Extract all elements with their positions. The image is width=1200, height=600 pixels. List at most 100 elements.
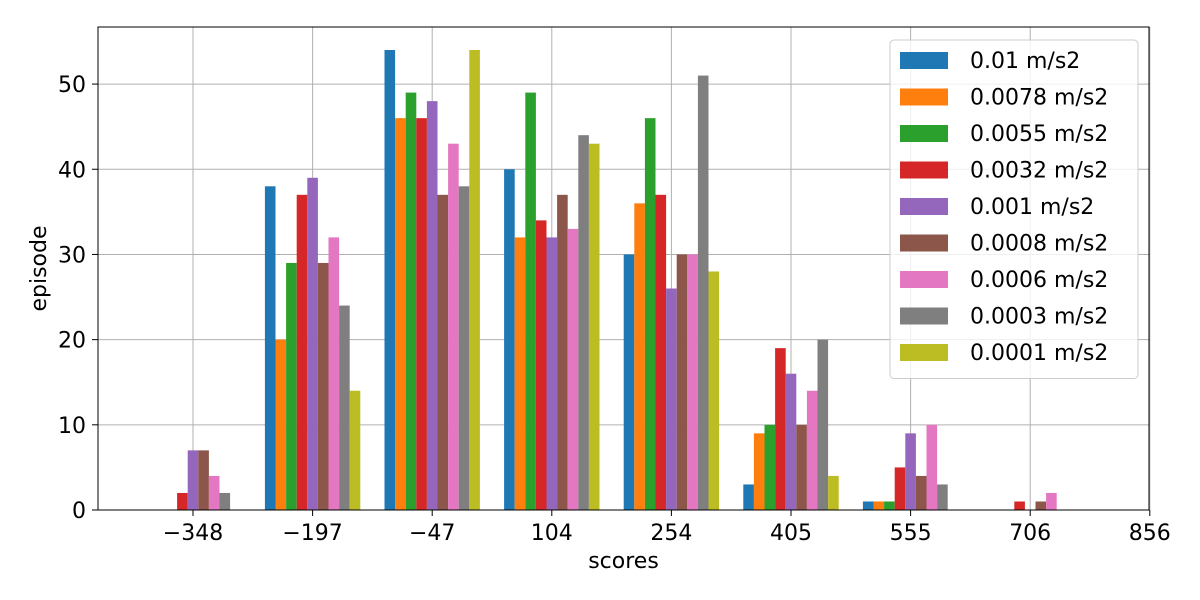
bar: [937, 484, 948, 510]
bar: [806, 390, 818, 510]
bar: [1046, 492, 1057, 510]
bar: [208, 475, 220, 510]
legend-label: 0.0006 m/s2: [970, 268, 1108, 293]
legend-label: 0.0032 m/s2: [970, 159, 1108, 184]
legend-swatch: [900, 88, 948, 106]
y-tick-label: 10: [58, 414, 86, 439]
bar: [339, 305, 350, 510]
bar: [753, 433, 765, 510]
bar: [873, 501, 885, 510]
bar: [349, 390, 361, 510]
bar: [458, 186, 470, 510]
bar: [785, 373, 797, 510]
bar: [416, 118, 427, 511]
x-tick-label: −47: [409, 521, 455, 546]
bar: [514, 237, 526, 510]
legend-label: 0.0003 m/s2: [970, 305, 1108, 330]
bar: [198, 450, 209, 510]
x-tick-label: 254: [650, 521, 692, 546]
bar: [926, 424, 938, 510]
bar: [535, 220, 547, 511]
bar: [317, 262, 329, 510]
x-axis-label: scores: [588, 549, 659, 574]
x-tick-label: 706: [1009, 521, 1051, 546]
bar: [275, 339, 287, 510]
bar: [764, 424, 776, 510]
bar: [504, 169, 515, 510]
legend-label: 0.001 m/s2: [970, 195, 1094, 220]
x-tick-label: 856: [1129, 521, 1171, 546]
x-tick-label: −348: [163, 521, 223, 546]
bar: [448, 143, 459, 510]
x-tick-label: 555: [890, 521, 932, 546]
bar: [578, 135, 589, 510]
bar: [187, 450, 199, 510]
bar: [286, 262, 297, 510]
bar: [437, 194, 449, 510]
legend-swatch: [900, 52, 948, 69]
bar: [1035, 501, 1047, 510]
y-tick-label: 30: [58, 243, 86, 268]
bar: [1014, 501, 1025, 510]
bar: [862, 501, 874, 510]
bar: [623, 254, 635, 510]
bar: [264, 186, 276, 510]
bar: [676, 254, 688, 510]
legend-swatch: [900, 307, 948, 325]
y-tick-label: 20: [58, 329, 86, 354]
legend-label: 0.0008 m/s2: [970, 232, 1108, 257]
legend-label: 0.01 m/s2: [970, 49, 1080, 74]
bar: [743, 484, 754, 510]
x-tick-label: −197: [282, 521, 342, 546]
bar: [384, 50, 396, 510]
y-axis: 0 10 20 30 40 50: [58, 73, 98, 524]
bar: [307, 177, 318, 510]
bar: [405, 92, 417, 510]
bar: [395, 118, 406, 511]
bar: [915, 475, 927, 510]
bar: [655, 194, 667, 510]
legend-swatch: [900, 198, 948, 215]
bar: [697, 75, 709, 511]
legend-swatch: [900, 161, 948, 179]
bar: [894, 467, 906, 510]
y-tick-label: 0: [72, 499, 86, 524]
bar: [588, 143, 600, 510]
bar: [708, 271, 720, 510]
bar: [177, 492, 188, 510]
y-axis-label: episode: [27, 225, 52, 311]
y-tick-label: 50: [58, 73, 86, 98]
legend-swatch: [900, 344, 948, 361]
bar: [219, 492, 231, 510]
legend: 0.01 m/s2 0.0078 m/s2 0.0055 m/s2 0.0032 m/…: [889, 39, 1139, 379]
y-tick-label: 40: [58, 158, 86, 183]
x-tick-label: 104: [531, 521, 573, 546]
bar: [634, 203, 645, 511]
bar: [828, 475, 839, 510]
bar: [296, 194, 308, 510]
bar: [884, 501, 895, 510]
bar: [426, 101, 438, 510]
bar: [817, 339, 829, 510]
bar: [796, 424, 807, 510]
legend-swatch: [900, 125, 948, 142]
legend-swatch: [900, 271, 948, 288]
bar: [567, 228, 579, 510]
bar: [644, 118, 656, 511]
bar: [687, 254, 698, 510]
x-axis: −348 −197 −47 104 254 405 555 706 856: [163, 510, 1171, 546]
legend-swatch: [900, 234, 948, 252]
bar: [328, 237, 340, 510]
x-tick-label: 405: [770, 521, 812, 546]
plot-frame: [97, 26, 1150, 511]
legend-box: [889, 39, 1139, 379]
bar: [775, 348, 786, 510]
bars: [177, 50, 1057, 511]
legend-label: 0.0055 m/s2: [970, 122, 1108, 147]
bar: [525, 92, 536, 510]
bar: [905, 433, 916, 510]
bar: [469, 50, 480, 510]
legend-label: 0.0078 m/s2: [970, 86, 1108, 111]
bar: [666, 288, 677, 510]
